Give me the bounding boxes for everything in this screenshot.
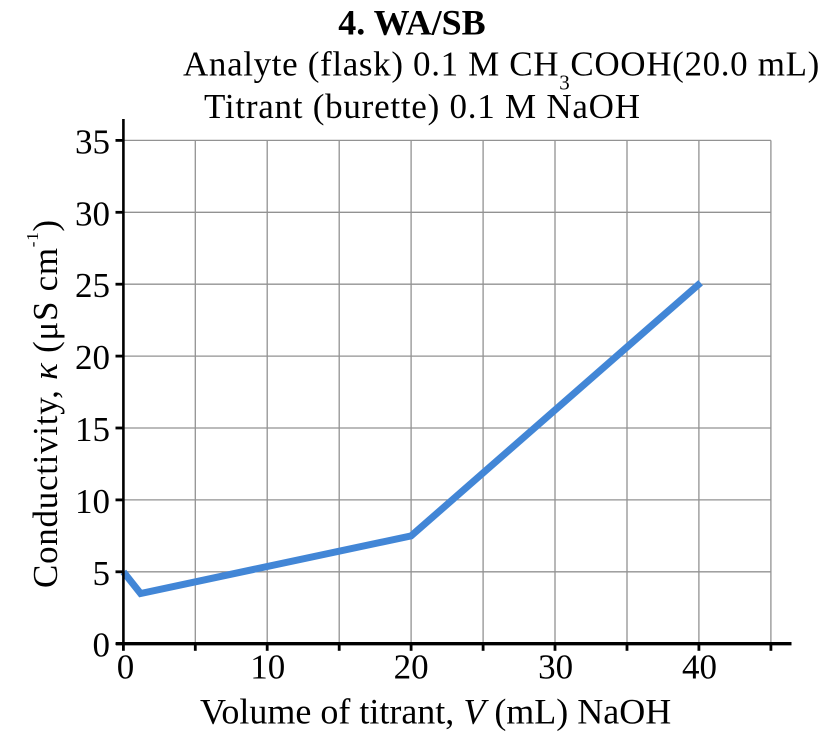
svg-text:30: 30 bbox=[75, 194, 110, 233]
svg-text:Volume of titrant, V (mL) NaOH: Volume of titrant, V (mL) NaOH bbox=[200, 692, 671, 732]
svg-text:0: 0 bbox=[93, 626, 111, 665]
svg-text:4. WA/SB: 4. WA/SB bbox=[338, 3, 485, 43]
svg-text:10: 10 bbox=[75, 482, 110, 521]
svg-text:30: 30 bbox=[538, 648, 573, 687]
svg-text:35: 35 bbox=[75, 122, 110, 161]
svg-text:40: 40 bbox=[682, 648, 717, 687]
svg-text:15: 15 bbox=[75, 410, 110, 449]
svg-text:20: 20 bbox=[394, 648, 429, 687]
svg-text:Conductivity, κ (μS cm-1): Conductivity, κ (μS cm-1) bbox=[23, 219, 65, 588]
svg-text:10: 10 bbox=[250, 648, 285, 687]
svg-text:0: 0 bbox=[117, 648, 135, 687]
svg-text:25: 25 bbox=[75, 266, 110, 305]
svg-text:5: 5 bbox=[93, 554, 111, 593]
svg-text:Titrant (burette) 0.1 M NaOH: Titrant (burette) 0.1 M NaOH bbox=[204, 87, 641, 126]
svg-text:20: 20 bbox=[75, 338, 110, 377]
